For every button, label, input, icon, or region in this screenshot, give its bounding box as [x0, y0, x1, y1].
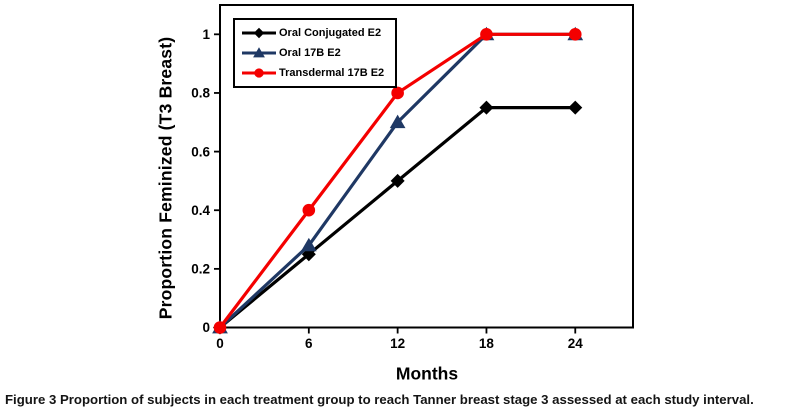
x-axis: 0 6 12 18 24 [216, 327, 584, 351]
oral-conjugated-e2-marker [568, 100, 583, 115]
transdermal-17b-e2-marker [480, 28, 493, 41]
legend-label-transdermal-17b-e2: Transdermal 17B E2 [279, 67, 385, 79]
legend-item-oral-17b-e2: Oral 17B E2 [241, 46, 384, 60]
oral-conjugated-e2-legend-marker [253, 27, 265, 39]
y-axis: 0 0.2 0.4 0.6 0.8 1 [191, 27, 220, 335]
caption-text: Proportion of subjects in each treatment… [59, 392, 754, 407]
transdermal-17b-e2-marker [391, 86, 404, 100]
caption-figure-number: Figure 3 [5, 392, 57, 407]
legend-item-transdermal-17b-e2: Transdermal 17B E2 [241, 66, 384, 80]
transdermal-17b-e2-marker [568, 28, 582, 41]
legend-label-oral-17b-e2: Oral 17B E2 [279, 47, 341, 59]
y-tick-label: 0.6 [191, 144, 210, 159]
oral-conjugated-e2-marker [479, 100, 494, 115]
oral-17b-e2-marker [389, 114, 406, 129]
y-tick-label: 1 [202, 27, 210, 42]
oral-conjugated-e2-legend-sample-icon [242, 27, 276, 39]
x-tick-label: 24 [568, 336, 584, 351]
figure-caption: Figure 3 Proportion of subjects in each … [5, 392, 793, 407]
x-tick-label: 0 [216, 336, 224, 351]
legend-label-oral-conjugated-e2: Oral Conjugated E2 [279, 27, 382, 39]
x-tick-label: 6 [305, 336, 313, 351]
transdermal-17b-e2-marker [213, 321, 227, 334]
y-tick-label: 0.4 [191, 203, 210, 218]
oral-17b-e2-legend-marker [253, 47, 265, 58]
oral-conjugated-e2-marker [390, 173, 405, 188]
y-tick-label: 0.2 [191, 262, 210, 277]
oral-17b-e2-legend-sample-icon [242, 47, 276, 58]
x-axis-title: Months [395, 363, 459, 384]
x-tick-label: 18 [479, 336, 495, 351]
y-tick-label: 0.8 [191, 86, 210, 101]
plot-svg: 0 0.2 0.4 0.6 0.8 1 0 6 12 18 24 [191, 4, 634, 351]
legend: Oral Conjugated E2 Oral 17B E2 Transdermal… [233, 18, 398, 88]
transdermal-17b-e2-legend-sample-icon [242, 68, 276, 78]
oral-17b-e2-marker [300, 237, 317, 252]
transdermal-17b-e2-legend-marker [254, 68, 264, 78]
y-axis-title: Proportion Feminized (T3 Breast) [155, 36, 176, 320]
x-tick-label: 12 [390, 336, 405, 351]
y-tick-label: 0 [202, 320, 210, 335]
series-transdermal-17b-e2 [213, 28, 582, 334]
transdermal-17b-e2-marker [302, 203, 316, 217]
legend-item-oral-conjugated-e2: Oral Conjugated E2 [241, 26, 384, 40]
